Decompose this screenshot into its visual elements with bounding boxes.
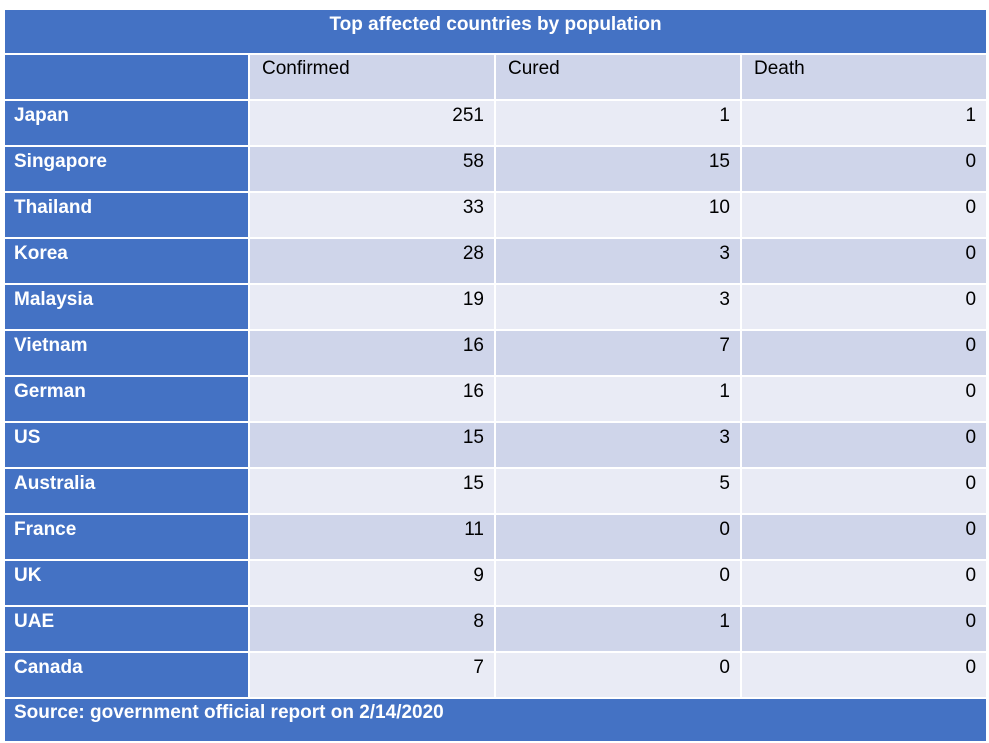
country-cell: Singapore bbox=[3, 145, 250, 193]
death-cell: 0 bbox=[739, 145, 989, 193]
affected-countries-table: Top affected countries by population Con… bbox=[2, 8, 989, 743]
country-cell: Malaysia bbox=[3, 283, 250, 331]
country-cell: Australia bbox=[3, 467, 250, 515]
confirmed-cell: 251 bbox=[248, 99, 496, 147]
header-confirmed: Confirmed bbox=[248, 53, 496, 101]
table-title: Top affected countries by population bbox=[2, 8, 989, 55]
table-row: Canada 7 0 0 bbox=[3, 651, 989, 699]
cured-cell: 1 bbox=[494, 605, 742, 653]
table-row: Vietnam 16 7 0 bbox=[3, 329, 989, 377]
confirmed-cell: 33 bbox=[248, 191, 496, 239]
death-cell: 0 bbox=[739, 467, 989, 515]
table-row: Singapore 58 15 0 bbox=[3, 145, 989, 193]
table-row: Japan 251 1 1 bbox=[3, 99, 989, 147]
death-cell: 1 bbox=[739, 99, 989, 147]
country-cell: France bbox=[3, 513, 250, 561]
header-death: Death bbox=[739, 53, 989, 101]
death-cell: 0 bbox=[739, 421, 989, 469]
title-row: Top affected countries by population bbox=[2, 8, 989, 55]
table-row: UK 9 0 0 bbox=[3, 559, 989, 607]
cured-cell: 0 bbox=[494, 513, 742, 561]
confirmed-cell: 19 bbox=[248, 283, 496, 331]
source-row: Source: government official report on 2/… bbox=[2, 697, 989, 743]
country-cell: Thailand bbox=[3, 191, 250, 239]
confirmed-cell: 28 bbox=[248, 237, 496, 285]
country-cell: UAE bbox=[3, 605, 250, 653]
country-cell: US bbox=[3, 421, 250, 469]
death-cell: 0 bbox=[739, 651, 989, 699]
country-cell: German bbox=[3, 375, 250, 423]
header-cured: Cured bbox=[494, 53, 742, 101]
header-corner bbox=[3, 53, 250, 101]
table-row: Thailand 33 10 0 bbox=[3, 191, 989, 239]
cured-cell: 1 bbox=[494, 375, 742, 423]
death-cell: 0 bbox=[739, 559, 989, 607]
header-row: Confirmed Cured Death bbox=[3, 53, 989, 101]
cured-cell: 3 bbox=[494, 283, 742, 331]
cured-cell: 15 bbox=[494, 145, 742, 193]
death-cell: 0 bbox=[739, 513, 989, 561]
country-cell: Vietnam bbox=[3, 329, 250, 377]
confirmed-cell: 9 bbox=[248, 559, 496, 607]
table-row: UAE 8 1 0 bbox=[3, 605, 989, 653]
data-table-container: Top affected countries by population Con… bbox=[2, 8, 989, 743]
confirmed-cell: 15 bbox=[248, 421, 496, 469]
table-row: Malaysia 19 3 0 bbox=[3, 283, 989, 331]
confirmed-cell: 16 bbox=[248, 329, 496, 377]
cured-cell: 10 bbox=[494, 191, 742, 239]
death-cell: 0 bbox=[739, 191, 989, 239]
cured-cell: 3 bbox=[494, 421, 742, 469]
cured-cell: 1 bbox=[494, 99, 742, 147]
cured-cell: 7 bbox=[494, 329, 742, 377]
death-cell: 0 bbox=[739, 237, 989, 285]
country-cell: UK bbox=[3, 559, 250, 607]
country-cell: Canada bbox=[3, 651, 250, 699]
table-row: Australia 15 5 0 bbox=[3, 467, 989, 515]
confirmed-cell: 15 bbox=[248, 467, 496, 515]
table-row: US 15 3 0 bbox=[3, 421, 989, 469]
cured-cell: 0 bbox=[494, 559, 742, 607]
death-cell: 0 bbox=[739, 329, 989, 377]
table-row: France 11 0 0 bbox=[3, 513, 989, 561]
death-cell: 0 bbox=[739, 375, 989, 423]
table-row: Korea 28 3 0 bbox=[3, 237, 989, 285]
confirmed-cell: 11 bbox=[248, 513, 496, 561]
confirmed-cell: 8 bbox=[248, 605, 496, 653]
confirmed-cell: 16 bbox=[248, 375, 496, 423]
confirmed-cell: 7 bbox=[248, 651, 496, 699]
country-cell: Japan bbox=[3, 99, 250, 147]
cured-cell: 5 bbox=[494, 467, 742, 515]
cured-cell: 3 bbox=[494, 237, 742, 285]
confirmed-cell: 58 bbox=[248, 145, 496, 193]
table-row: German 16 1 0 bbox=[3, 375, 989, 423]
cured-cell: 0 bbox=[494, 651, 742, 699]
country-cell: Korea bbox=[3, 237, 250, 285]
death-cell: 0 bbox=[739, 605, 989, 653]
source-note: Source: government official report on 2/… bbox=[2, 697, 989, 743]
death-cell: 0 bbox=[739, 283, 989, 331]
